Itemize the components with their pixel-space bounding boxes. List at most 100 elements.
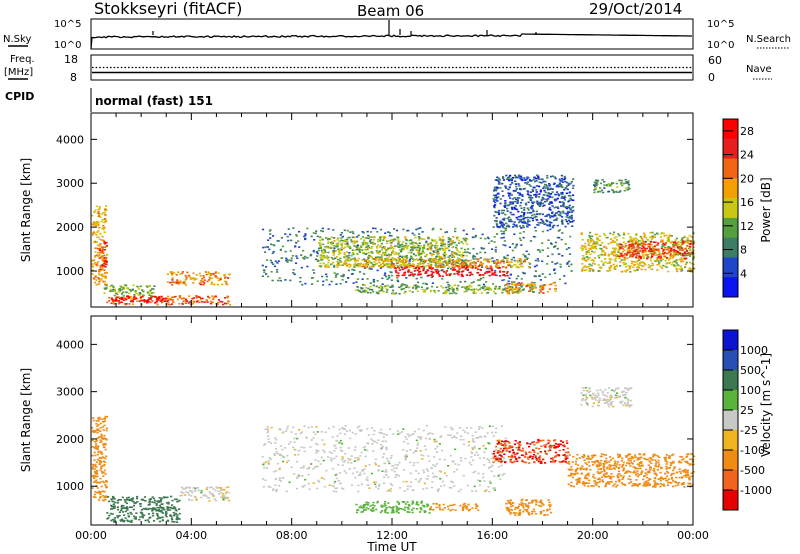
data-cell — [346, 241, 349, 243]
data-cell — [611, 189, 615, 192]
data-cell — [645, 251, 648, 253]
data-cell — [161, 506, 164, 509]
data-cell — [436, 445, 439, 448]
data-cell — [502, 177, 505, 179]
data-cell — [341, 279, 344, 281]
data-cell — [675, 262, 678, 264]
data-cell — [102, 444, 105, 446]
data-cell — [556, 224, 559, 227]
data-cell — [365, 252, 368, 255]
data-cell — [148, 507, 151, 510]
data-cell — [274, 260, 277, 263]
data-cell — [540, 218, 543, 221]
data-cell — [103, 490, 106, 493]
data-cell — [511, 202, 515, 205]
data-cell — [660, 259, 663, 262]
data-cell — [498, 183, 501, 185]
data-cell — [438, 239, 441, 241]
data-cell — [408, 260, 411, 262]
data-cell — [556, 197, 559, 200]
data-cell — [215, 296, 218, 298]
data-cell — [495, 219, 498, 222]
data-cell — [671, 255, 675, 257]
data-cell — [413, 430, 416, 433]
beam-title: Beam 06 — [357, 2, 424, 20]
data-cell — [264, 246, 267, 248]
nsky-top-tick: 10^5 — [54, 19, 81, 30]
data-cell — [339, 239, 342, 242]
data-cell — [503, 219, 506, 221]
data-cell — [599, 187, 602, 189]
data-cell — [551, 191, 554, 193]
data-cell — [503, 217, 506, 220]
data-cell — [681, 249, 684, 252]
data-cell — [683, 235, 686, 238]
data-cell — [667, 247, 670, 249]
data-cell — [108, 297, 111, 299]
data-cell — [395, 467, 398, 469]
data-cell — [179, 280, 182, 283]
data-cell — [461, 251, 465, 254]
data-cell — [340, 246, 343, 248]
data-cell — [133, 295, 136, 297]
data-cell — [501, 226, 504, 228]
data-cell — [487, 242, 491, 245]
data-cell — [553, 268, 556, 270]
data-cell — [527, 283, 531, 286]
data-cell — [92, 277, 95, 280]
data-cell — [405, 254, 408, 257]
data-cell — [625, 270, 628, 273]
data-cell — [356, 278, 360, 280]
data-cell — [104, 265, 107, 268]
data-cell — [422, 267, 426, 270]
data-cell — [151, 496, 154, 498]
data-cell — [526, 190, 529, 192]
data-cell — [425, 241, 428, 244]
data-cell — [672, 245, 675, 248]
data-cell — [316, 431, 319, 433]
data-cell — [386, 278, 389, 280]
data-cell — [653, 233, 657, 236]
data-cell — [429, 290, 432, 293]
data-cell — [455, 261, 459, 264]
data-cell — [212, 273, 215, 275]
data-cell — [404, 259, 408, 262]
data-cell — [113, 521, 116, 523]
data-cell — [543, 185, 546, 188]
data-cell — [319, 245, 322, 248]
data-cell — [666, 240, 669, 242]
data-cell — [110, 508, 113, 510]
data-cell — [184, 274, 187, 277]
data-cell — [181, 303, 184, 305]
data-cell — [139, 298, 142, 300]
data-cell — [663, 265, 666, 267]
data-cell — [590, 240, 593, 242]
data-cell — [518, 175, 521, 178]
data-cell — [205, 273, 208, 276]
data-cell — [535, 195, 538, 197]
data-cell — [413, 234, 416, 236]
data-cell — [203, 301, 206, 303]
data-cell — [363, 472, 366, 475]
data-cell — [91, 214, 94, 217]
data-cell — [398, 260, 401, 262]
data-cell — [503, 227, 506, 229]
data-cell — [515, 245, 518, 247]
data-cell — [677, 241, 680, 243]
data-cell — [437, 266, 440, 268]
data-cell — [547, 198, 550, 200]
data-cell — [630, 243, 633, 245]
data-cell — [322, 255, 325, 258]
data-cell — [569, 195, 572, 197]
data-cell — [623, 259, 626, 261]
data-cell — [457, 239, 460, 242]
data-cell — [514, 207, 517, 210]
data-cell — [320, 230, 323, 232]
nsearch-label: N.Search — [746, 34, 791, 45]
data-cell — [105, 287, 108, 289]
data-cell — [501, 289, 504, 292]
data-cell — [472, 228, 475, 230]
data-cell — [100, 437, 103, 439]
data-cell — [389, 271, 392, 273]
data-cell — [521, 265, 524, 268]
